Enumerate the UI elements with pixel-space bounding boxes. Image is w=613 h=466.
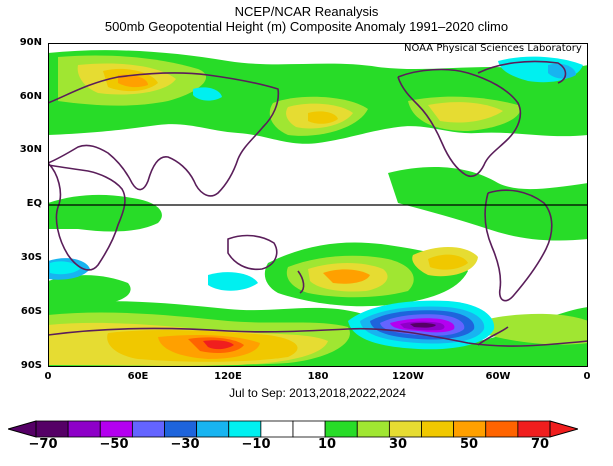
coastlines [48, 60, 588, 347]
colorbar-cell [67, 420, 101, 438]
colorbar-cell [453, 420, 487, 438]
colorbar-label-10: 10 [317, 437, 337, 452]
colorbar-cell [356, 420, 390, 438]
y-tick-90s: 90S [20, 360, 42, 371]
y-tick-60n: 60N [19, 91, 42, 102]
colorbar-cell [324, 420, 358, 438]
anomaly-map [48, 43, 588, 367]
x-tick-60e: 60E [127, 371, 149, 382]
colorbar-cell [131, 420, 165, 438]
y-tick-30s: 30S [20, 252, 42, 263]
colorbar-label-neg50: −50 [99, 437, 129, 452]
colorbar-cell [196, 420, 230, 438]
x-tick-60w: 60W [485, 371, 511, 382]
colorbar-cell [99, 420, 133, 438]
colorbar-cell [164, 420, 198, 438]
colorbar-cell [388, 420, 422, 438]
x-tick-120e: 120E [214, 371, 242, 382]
colorbar-cell [517, 420, 551, 438]
colorbar-label-neg70: −70 [28, 437, 58, 452]
y-tick-60s: 60S [20, 306, 42, 317]
x-tick-180: 180 [307, 371, 329, 382]
x-tick-120w: 120W [392, 371, 424, 382]
colorbar-cell [260, 420, 294, 438]
colorbar-label-neg10: −10 [241, 437, 271, 452]
colorbar-label-70: 70 [530, 437, 550, 452]
colorbar-left-arrow-icon [8, 420, 37, 438]
colorbar-cell [35, 420, 69, 438]
colorbar-label-50: 50 [459, 437, 479, 452]
period-label: Jul to Sep: 2013,2018,2022,2024 [229, 386, 406, 400]
chart-subtitle: 500mb Geopotential Height (m) Composite … [104, 19, 509, 34]
colorbar-label-neg30: −30 [170, 437, 200, 452]
colorbar-cell [485, 420, 519, 438]
colorbar-cell [421, 420, 455, 438]
credit-label: NOAA Physical Sciences Laboratory [404, 43, 582, 54]
colorbar-label-30: 30 [388, 437, 408, 452]
y-tick-eq: EQ [26, 198, 42, 209]
chart-title: NCEP/NCAR Reanalysis [234, 4, 379, 19]
colorbar-cell [292, 420, 326, 438]
colorbar-right-arrow-icon [549, 420, 578, 438]
anomaly-fill [48, 43, 588, 367]
x-tick-0: 0 [44, 371, 52, 382]
x-tick-0-right: 0 [583, 371, 591, 382]
colorbar [8, 420, 578, 438]
y-tick-30n: 30N [19, 144, 42, 155]
y-tick-90n: 90N [19, 37, 42, 48]
map-frame [48, 43, 588, 367]
colorbar-cell [228, 420, 262, 438]
